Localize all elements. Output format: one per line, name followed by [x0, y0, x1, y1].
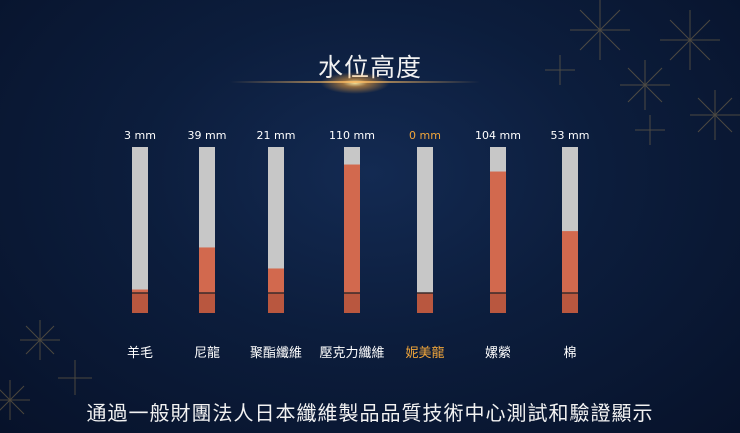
water-bar-7 — [562, 231, 578, 293]
tube-base-4 — [344, 293, 360, 313]
water-bar-4 — [344, 164, 360, 293]
water-bar-6 — [490, 171, 506, 293]
title-glow-decoration — [320, 72, 390, 94]
value-label-3: 21 mm — [257, 129, 296, 142]
tube-1 — [132, 147, 148, 313]
water-bar-2 — [199, 247, 215, 293]
category-label-4: 壓克力纖維 — [319, 346, 384, 361]
value-label-6: 104 mm — [475, 129, 521, 142]
category-label-6: 嫘縈 — [485, 346, 511, 361]
tube-base-6 — [490, 293, 506, 313]
tube-base-1 — [132, 293, 148, 313]
value-label-7: 53 mm — [551, 129, 590, 142]
water-bar-3 — [268, 268, 284, 293]
value-label-2: 39 mm — [188, 129, 227, 142]
value-label-1: 3 mm — [124, 129, 156, 142]
category-label-2: 尼龍 — [194, 345, 220, 361]
tube-base-3 — [268, 293, 284, 313]
category-label-3: 聚酯纖維 — [250, 346, 302, 361]
tube-5 — [417, 147, 433, 313]
value-label-5: 0 mm — [409, 129, 441, 142]
title-glow-line — [230, 81, 480, 83]
tube-base-5 — [417, 293, 433, 313]
category-label-7: 棉 — [563, 346, 576, 361]
water-bar-1 — [132, 289, 148, 293]
tube-base-2 — [199, 293, 215, 313]
value-label-4: 110 mm — [329, 129, 375, 142]
category-label-1: 羊毛 — [127, 345, 153, 361]
category-label-5: 妮美龍 — [405, 345, 444, 361]
footer-caption: 通過一般財團法人日本纖維製品品質技術中心測試和驗證顯示 — [86, 401, 654, 425]
tube-base-7 — [562, 293, 578, 313]
